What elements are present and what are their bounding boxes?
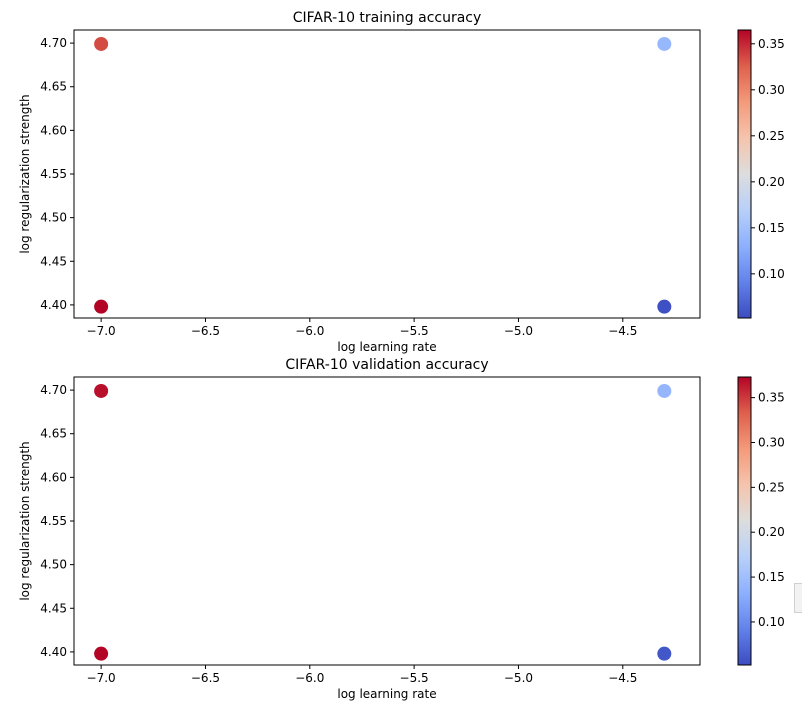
colorbar-tick-label: 0.25 xyxy=(758,129,785,143)
y-tick-label: 4.65 xyxy=(40,427,67,441)
chart-0: CIFAR-10 training accuracy −7.0 −6.5 −6.0 −5… xyxy=(18,10,785,354)
y-tick-label: 4.55 xyxy=(40,514,67,528)
y-tick-label: 4.65 xyxy=(40,80,67,94)
x-tick-label: −7.0 xyxy=(87,324,116,338)
data-point xyxy=(657,383,672,398)
colorbar-tick-label: 0.30 xyxy=(758,435,785,449)
y-tick-label: 4.55 xyxy=(40,167,67,181)
x-axis-label: log learning rate xyxy=(337,340,436,354)
x-tick-label: −6.5 xyxy=(191,671,220,685)
colorbar-tick-label: 0.15 xyxy=(758,570,785,584)
colorbar-tick-label: 0.35 xyxy=(758,37,785,51)
y-axis-label: log regularization strength xyxy=(18,441,32,600)
data-point xyxy=(94,36,109,51)
x-tick-label: −5.0 xyxy=(504,671,533,685)
colorbar-tick-label: 0.35 xyxy=(758,391,785,405)
x-tick-label: −5.5 xyxy=(400,324,429,338)
colorbar-tick-label: 0.30 xyxy=(758,83,785,97)
data-point xyxy=(657,646,672,661)
chart-title: CIFAR-10 validation accuracy xyxy=(285,357,488,373)
y-tick-label: 4.40 xyxy=(40,645,67,659)
x-tick-label: −7.0 xyxy=(87,671,116,685)
x-tick-label: −5.5 xyxy=(400,671,429,685)
y-tick-label: 4.60 xyxy=(40,470,67,484)
data-point xyxy=(94,299,109,314)
y-tick-label: 4.70 xyxy=(40,383,67,397)
y-tick-label: 4.50 xyxy=(40,211,67,225)
plot-frame xyxy=(73,376,701,666)
y-tick-label: 4.40 xyxy=(40,298,67,312)
data-point xyxy=(94,383,109,398)
x-tick-label: −4.5 xyxy=(608,671,637,685)
x-tick-label: −6.5 xyxy=(191,324,220,338)
colorbar-tick-label: 0.10 xyxy=(758,267,785,281)
colorbar-tick-label: 0.10 xyxy=(758,615,785,629)
scroll-tab[interactable] xyxy=(794,583,802,613)
colorbar xyxy=(737,29,752,319)
chart-1: CIFAR-10 validation accuracy −7.0 −6.5 −6.0… xyxy=(18,357,785,701)
colorbar-tick-label: 0.20 xyxy=(758,525,785,539)
y-tick-label: 4.50 xyxy=(40,558,67,572)
x-tick-label: −5.0 xyxy=(504,324,533,338)
x-tick-label: −6.0 xyxy=(295,324,324,338)
y-tick-label: 4.70 xyxy=(40,36,67,50)
colorbar-tick-label: 0.20 xyxy=(758,175,785,189)
x-tick-label: −6.0 xyxy=(295,671,324,685)
chart-title: CIFAR-10 training accuracy xyxy=(293,10,482,26)
data-point xyxy=(94,646,109,661)
data-point xyxy=(657,299,672,314)
y-axis-label: log regularization strength xyxy=(18,94,32,253)
x-axis-label: log learning rate xyxy=(337,687,436,701)
y-tick-label: 4.45 xyxy=(40,601,67,615)
colorbar-tick-label: 0.25 xyxy=(758,480,785,494)
x-tick-label: −4.5 xyxy=(608,324,637,338)
plot-frame xyxy=(73,29,701,319)
colorbar-tick-label: 0.15 xyxy=(758,221,785,235)
data-point xyxy=(657,36,672,51)
y-tick-label: 4.45 xyxy=(40,254,67,268)
colorbar xyxy=(737,376,752,666)
y-tick-label: 4.60 xyxy=(40,123,67,137)
